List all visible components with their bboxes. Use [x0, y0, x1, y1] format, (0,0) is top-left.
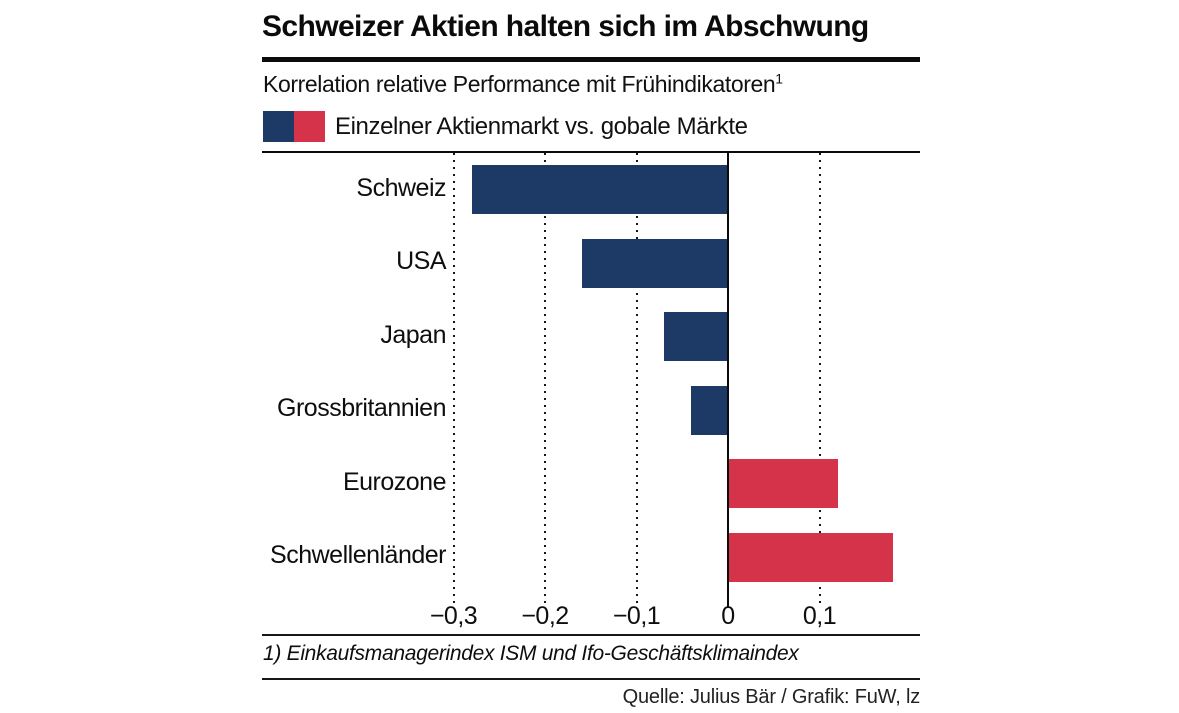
footnote-rule-bottom [262, 678, 920, 680]
source-credit: Quelle: Julius Bär / Grafik: FuW, lz [622, 686, 921, 708]
bar-usa [581, 238, 728, 288]
x-tick-label: 0 [721, 602, 735, 630]
zero-line [727, 153, 729, 608]
chart-figure: Schweizer Aktien halten sich im Abschwun… [262, 0, 920, 713]
title-rule [262, 57, 920, 62]
x-tick-label: −0,2 [521, 602, 569, 630]
legend-swatch-positive [294, 111, 325, 142]
chart-subtitle: Korrelation relative Performance mit Frü… [263, 70, 921, 98]
bar-schweiz [471, 165, 728, 215]
gridline [544, 153, 546, 603]
bar-schwellenl-nder [728, 532, 893, 582]
x-tick-label: −0,1 [612, 602, 661, 630]
bar-japan [663, 312, 728, 362]
gridline [452, 153, 455, 603]
legend: Einzelner Aktienmarkt vs. gobale Märkte [263, 111, 748, 142]
footnote: 1) Einkaufsmanagerindex ISM und Ifo-Gesc… [263, 642, 799, 665]
category-label: Schweiz [356, 173, 446, 202]
chart-title: Schweizer Aktien halten sich im Abschwun… [262, 10, 869, 43]
bar-chart-plot-area: Schweiz USA Japan Grossbritannien Eurozone Sc… [262, 151, 920, 608]
footnote-rule-top [262, 634, 920, 636]
category-label: USA [396, 247, 446, 276]
gridline [635, 153, 638, 603]
bar-grossbritannien [691, 385, 728, 435]
bar-eurozone [728, 459, 838, 509]
category-label: Eurozone [342, 467, 447, 496]
footnote-marker: 1 [775, 70, 783, 87]
x-tick-label: −0,3 [429, 602, 478, 630]
x-axis: −0,3 −0,2 −0,1 0 0,1 [262, 602, 920, 634]
chart-subtitle-text: Korrelation relative Performance mit Frü… [263, 71, 776, 97]
legend-swatch-negative [263, 111, 294, 142]
category-label: Grossbritannien [277, 394, 446, 423]
gridline [818, 153, 821, 603]
category-label: Japan [380, 320, 446, 349]
category-label: Schwellenländer [270, 541, 446, 570]
legend-label: Einzelner Aktienmarkt vs. gobale Märkte [335, 112, 748, 140]
x-tick-label: 0,1 [802, 602, 837, 630]
